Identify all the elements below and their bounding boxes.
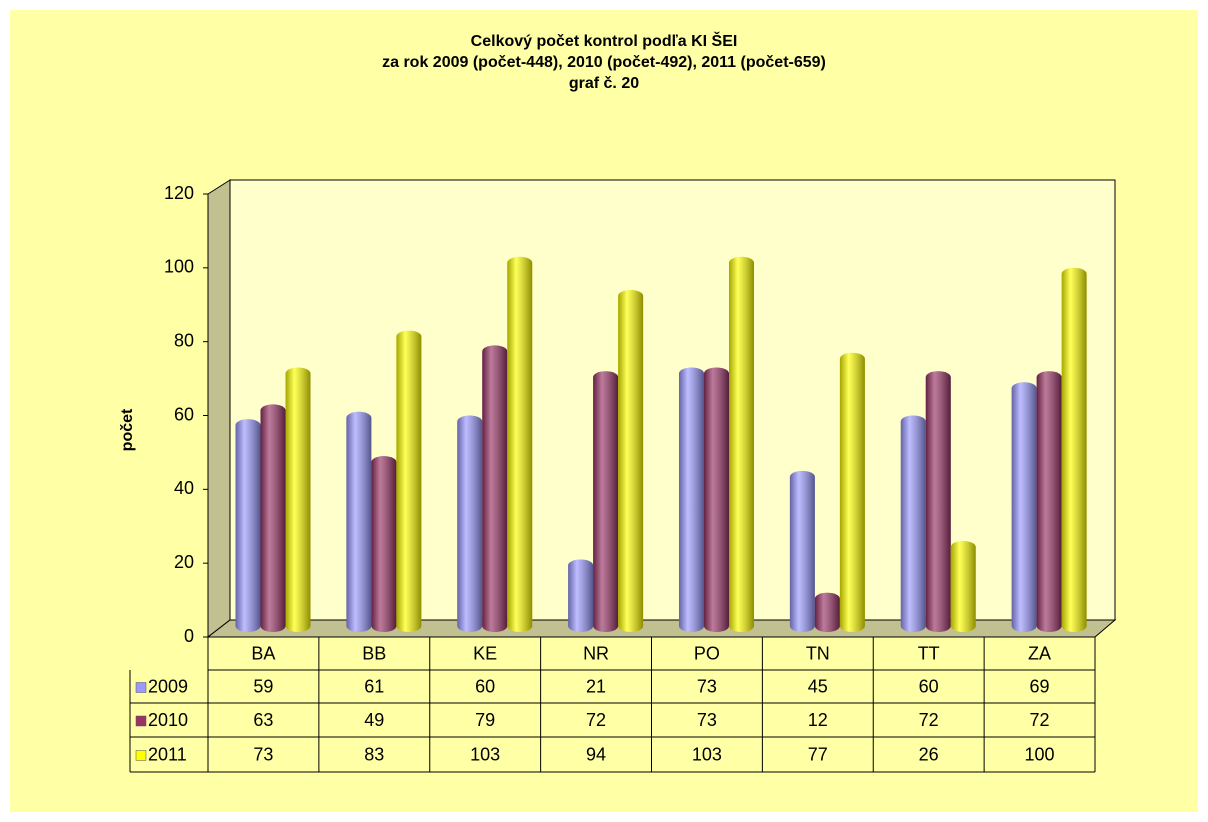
- bar-shade: [371, 456, 397, 632]
- x-tick-label: BB: [362, 643, 386, 663]
- legend-label: 2011: [148, 744, 187, 764]
- bar-shade: [618, 289, 644, 632]
- bar-shade: [568, 559, 594, 632]
- legend-swatch: [135, 750, 147, 761]
- x-tick-label: PO: [694, 643, 720, 663]
- bar-shade: [1011, 382, 1037, 632]
- chart-title: za rok 2009 (počet-448), 2010 (počet-492…: [382, 54, 826, 71]
- chart-title: Celkový počet kontrol podľa KI ŠEI: [471, 31, 738, 50]
- bar-shade: [1036, 371, 1062, 632]
- bar-shade: [900, 415, 926, 632]
- table-value: 72: [919, 710, 939, 730]
- table-value: 103: [692, 744, 722, 764]
- x-tick-label: NR: [583, 643, 609, 663]
- table-value: 69: [1030, 676, 1050, 696]
- table-value: 73: [697, 676, 717, 696]
- table-value: 83: [364, 744, 384, 764]
- legend-label: 2010: [148, 710, 188, 730]
- table-value: 94: [586, 744, 606, 764]
- bar-shade: [396, 330, 422, 632]
- x-tick-label: ZA: [1028, 643, 1051, 663]
- table-value: 21: [586, 676, 606, 696]
- y-tick-label: 0: [184, 626, 194, 646]
- table-value: 45: [808, 676, 828, 696]
- bar-shade: [950, 541, 976, 632]
- table-value: 72: [1030, 710, 1050, 730]
- x-tick-label: KE: [473, 643, 497, 663]
- bar-shade: [457, 415, 483, 632]
- table-value: 103: [470, 744, 500, 764]
- table-value: 79: [475, 710, 495, 730]
- floor: [206, 619, 1117, 638]
- bar-shade: [235, 419, 261, 632]
- bar-shade: [789, 470, 815, 632]
- table-value: 60: [475, 676, 495, 696]
- x-tick-label: TT: [918, 643, 940, 663]
- y-tick-label: 20: [174, 552, 194, 572]
- y-tick-label: 40: [174, 478, 194, 498]
- bar-shade: [507, 256, 533, 632]
- bar-shade: [925, 371, 951, 632]
- table-value: 49: [364, 710, 384, 730]
- table-value: 12: [808, 710, 828, 730]
- bar-shade: [839, 352, 865, 632]
- bar-shade: [704, 367, 729, 632]
- table-value: 73: [697, 710, 717, 730]
- x-tick-label: BA: [251, 643, 275, 663]
- bar-shade: [593, 371, 619, 632]
- bar-shade: [482, 345, 508, 632]
- legend-swatch: [135, 715, 147, 727]
- bar-shade: [260, 404, 286, 632]
- bar-shade: [1061, 267, 1087, 632]
- table-value: 26: [919, 744, 939, 764]
- bar-shade: [814, 592, 840, 632]
- y-axis-label: počet: [119, 408, 136, 451]
- y-tick-label: 120: [164, 183, 194, 203]
- y-tick-label: 60: [174, 404, 194, 424]
- bar-shade: [729, 256, 754, 632]
- table-value: 73: [253, 744, 273, 764]
- legend-swatch: [135, 682, 147, 693]
- table-value: 61: [364, 676, 384, 696]
- bar-shade: [346, 411, 372, 632]
- table-value: 100: [1025, 744, 1055, 764]
- y-tick-label: 100: [164, 257, 194, 277]
- table-value: 60: [919, 676, 939, 696]
- chart-title: graf č. 20: [569, 75, 639, 92]
- table-value: 59: [253, 676, 273, 696]
- x-tick-label: TN: [806, 643, 830, 663]
- bar-shade: [679, 367, 704, 632]
- table-value: 63: [253, 710, 273, 730]
- bar-shade: [285, 367, 311, 632]
- table-value: 72: [586, 710, 606, 730]
- legend-label: 2009: [148, 676, 188, 696]
- y-tick-label: 80: [174, 330, 194, 350]
- side-wall: [207, 179, 231, 639]
- table-value: 77: [808, 744, 828, 764]
